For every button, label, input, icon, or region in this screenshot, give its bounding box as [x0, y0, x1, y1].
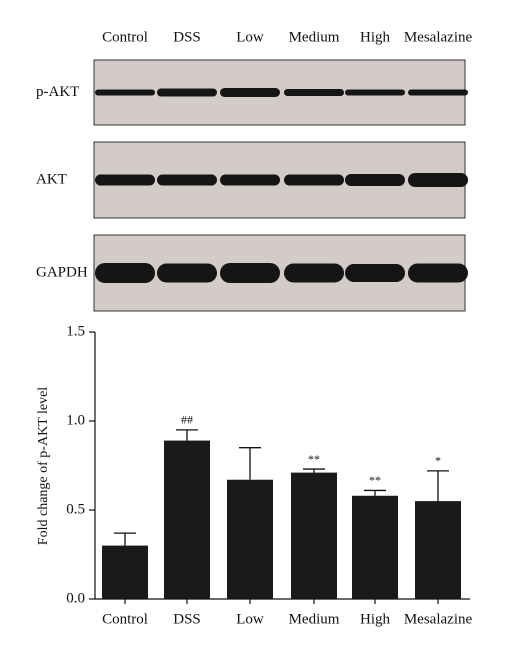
y-axis-label: Fold change of p-AKT level: [36, 387, 51, 545]
blot-band: [408, 89, 468, 96]
blot-band: [345, 89, 405, 96]
y-tick-label: 1.0: [66, 412, 85, 428]
lane-label: Low: [236, 29, 264, 45]
blot-band: [345, 264, 405, 282]
row-label: GAPDH: [36, 264, 88, 280]
significance: **: [369, 473, 381, 487]
y-tick-label: 0.0: [66, 590, 85, 606]
bar: [291, 472, 337, 599]
blot-band: [408, 263, 468, 283]
blot-band: [284, 89, 344, 96]
blot-band: [95, 263, 155, 283]
blot-band: [95, 174, 155, 186]
blot-band: [284, 263, 344, 283]
row-label: AKT: [36, 171, 67, 187]
y-tick-label: 0.5: [66, 501, 85, 517]
lane-label: Medium: [289, 29, 340, 45]
blot-band: [157, 88, 217, 97]
lane-label: DSS: [173, 29, 201, 45]
bar: [102, 545, 148, 599]
blot-band: [220, 263, 280, 283]
bar: [164, 440, 210, 599]
blot-band: [408, 173, 468, 187]
lane-label: High: [360, 29, 391, 45]
blot-band: [157, 263, 217, 283]
x-tick-label: High: [360, 611, 391, 627]
blot-band: [345, 174, 405, 186]
blot-band: [220, 88, 280, 97]
significance: *: [435, 454, 441, 468]
x-tick-label: Control: [102, 611, 148, 627]
x-tick-label: Medium: [289, 611, 340, 627]
bar: [415, 501, 461, 599]
x-tick-label: Low: [236, 611, 264, 627]
bar: [227, 479, 273, 599]
blot-band: [284, 174, 344, 186]
y-tick-label: 1.5: [66, 323, 85, 339]
blot-band: [157, 174, 217, 186]
blot-band: [220, 174, 280, 186]
x-tick-label: Mesalazine: [404, 611, 473, 627]
significance: **: [308, 452, 320, 466]
lane-label: Mesalazine: [404, 29, 473, 45]
blot-band: [95, 89, 155, 96]
significance: ##: [181, 413, 193, 427]
lane-label: Control: [102, 29, 148, 45]
bar: [352, 495, 398, 599]
row-label: p-AKT: [36, 84, 79, 100]
x-tick-label: DSS: [173, 611, 201, 627]
